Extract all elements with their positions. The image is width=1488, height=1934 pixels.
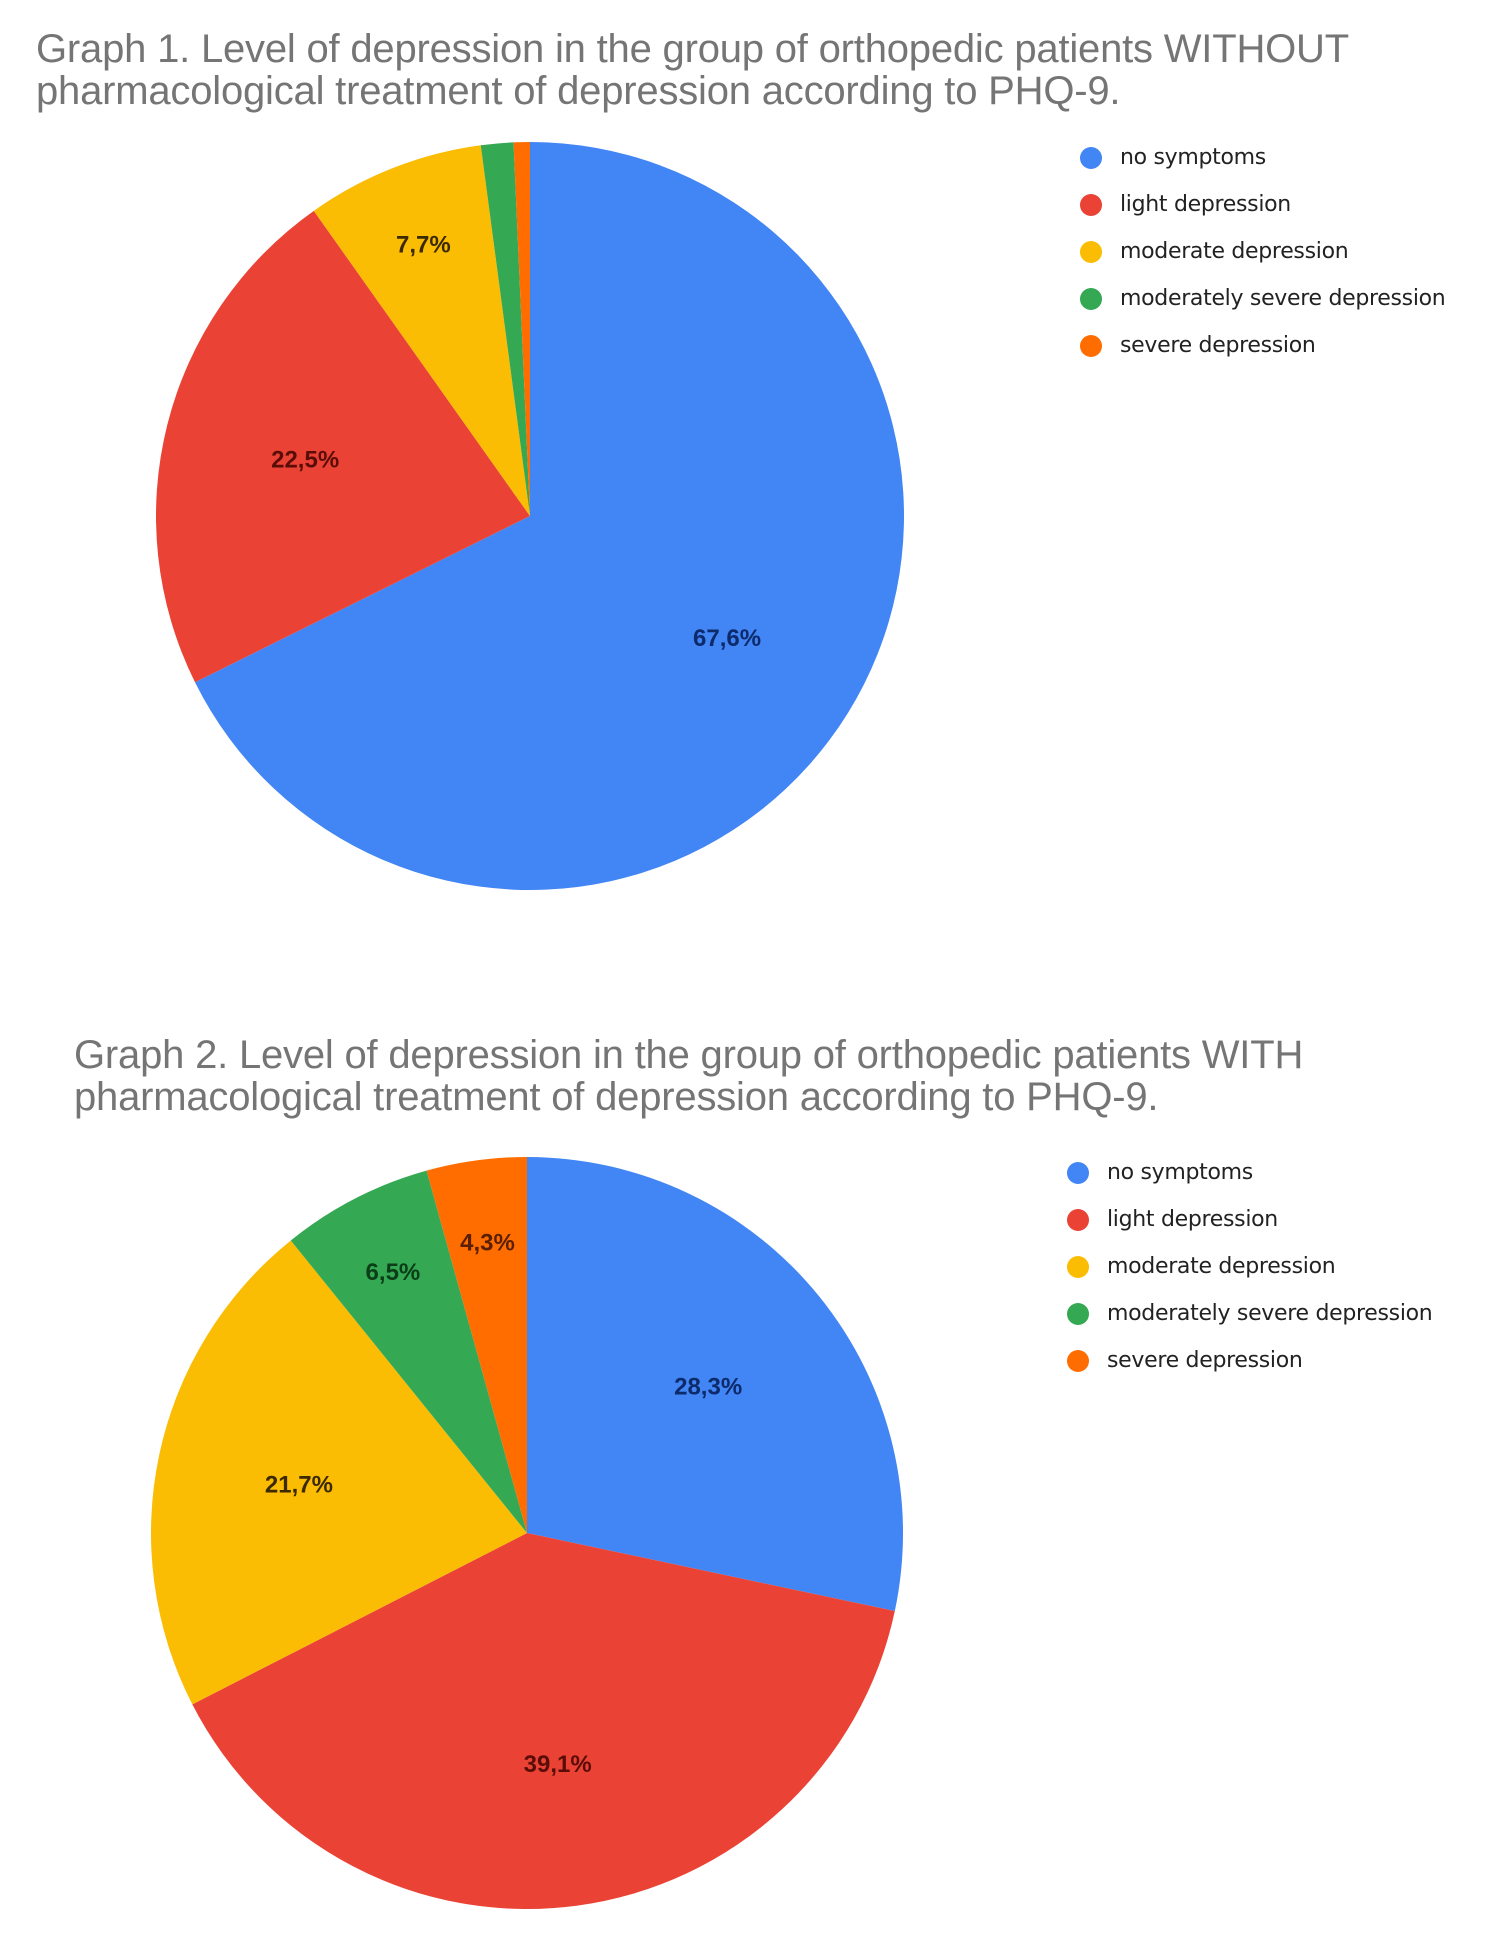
legend-item-light-depression: light depression — [1067, 1196, 1432, 1243]
legend-label: no symptoms — [1120, 145, 1266, 170]
legend-dot-icon — [1080, 146, 1102, 169]
chart-1-legend: no symptoms light depression moderate depr… — [1080, 134, 1446, 369]
slice-label-no-symptoms: 67,6% — [693, 625, 761, 652]
legend-dot-icon — [1080, 334, 1102, 357]
legend-dot-icon — [1067, 1208, 1089, 1231]
pie-slice-moderately-severe-depression — [290, 1170, 527, 1533]
legend-dot-icon — [1080, 287, 1102, 310]
legend-dot-icon — [1080, 240, 1102, 263]
chart-1-pie: 67,6% 22,5% 7,7% — [156, 142, 904, 891]
chart-2-pie: 28,3% 39,1% 21,7% 6,5% 4,3% — [150, 1157, 903, 1909]
pie-slice-light-depression — [192, 1533, 895, 1909]
chart-1-title-line-1: Graph 1. Level of depression in the grou… — [36, 27, 1349, 71]
legend-label: moderately severe depression — [1107, 1301, 1433, 1326]
chart-1-title: Graph 1. Level of depression in the grou… — [36, 28, 1349, 112]
legend-item-light-depression: light depression — [1080, 181, 1445, 228]
legend-item-moderately-severe-depression: moderately severe depression — [1080, 275, 1446, 322]
slice-label-light-depression: 39,1% — [524, 1751, 592, 1778]
legend-label: moderate depression — [1120, 239, 1349, 264]
chart-1: Graph 1. Level of depression in the grou… — [36, 28, 1446, 891]
pie-slice-moderately-severe-depression — [480, 142, 530, 516]
legend-item-no-symptoms: no symptoms — [1080, 134, 1445, 181]
legend-label: light depression — [1107, 1207, 1278, 1232]
slice-label-moderate-depression: 21,7% — [265, 1472, 333, 1499]
legend-label: moderately severe depression — [1120, 286, 1446, 311]
legend-dot-icon — [1080, 193, 1102, 216]
pie-slice-severe-depression — [426, 1157, 527, 1533]
legend-dot-icon — [1067, 1255, 1089, 1278]
legend-label: light depression — [1120, 192, 1291, 217]
slice-label-light-depression: 22,5% — [271, 446, 339, 473]
pie-slice-light-depression — [156, 210, 530, 683]
pie-slice-moderate-depression — [150, 1240, 527, 1705]
legend-item-severe-depression: severe depression — [1067, 1337, 1432, 1384]
legend-item-moderately-severe-depression: moderately severe depression — [1067, 1290, 1433, 1337]
slice-label-no-symptoms: 28,3% — [674, 1373, 742, 1400]
legend-label: no symptoms — [1107, 1160, 1253, 1185]
legend-item-moderate-depression: moderate depression — [1067, 1243, 1432, 1290]
legend-item-no-symptoms: no symptoms — [1067, 1149, 1432, 1196]
chart-2-title-line-2: pharmacological treatment of depression … — [74, 1075, 1159, 1119]
legend-item-severe-depression: severe depression — [1080, 322, 1445, 369]
legend-item-moderate-depression: moderate depression — [1080, 228, 1445, 275]
chart-1-title-line-2: pharmacological treatment of depression … — [36, 69, 1121, 113]
legend-label: severe depression — [1120, 333, 1316, 358]
legend-dot-icon — [1067, 1161, 1089, 1184]
legend-label: severe depression — [1107, 1348, 1303, 1373]
legend-dot-icon — [1067, 1302, 1089, 1325]
slice-label-moderately-severe-depression: 6,5% — [366, 1259, 421, 1286]
chart-2-legend: no symptoms light depression moderate depr… — [1067, 1149, 1433, 1384]
chart-2-title: Graph 2. Level of depression in the grou… — [74, 1034, 1303, 1118]
pie-slice-no-symptoms — [527, 1157, 903, 1612]
pie-slice-no-symptoms — [194, 142, 904, 891]
legend-label: moderate depression — [1107, 1254, 1336, 1279]
slice-label-severe-depression: 4,3% — [460, 1229, 515, 1256]
legend-dot-icon — [1067, 1349, 1089, 1372]
slice-label-moderate-depression: 7,7% — [396, 231, 451, 258]
chart-2-title-line-1: Graph 2. Level of depression in the grou… — [74, 1033, 1304, 1077]
pie-slice-severe-depression — [513, 142, 530, 516]
pie-slice-moderate-depression — [313, 145, 530, 516]
